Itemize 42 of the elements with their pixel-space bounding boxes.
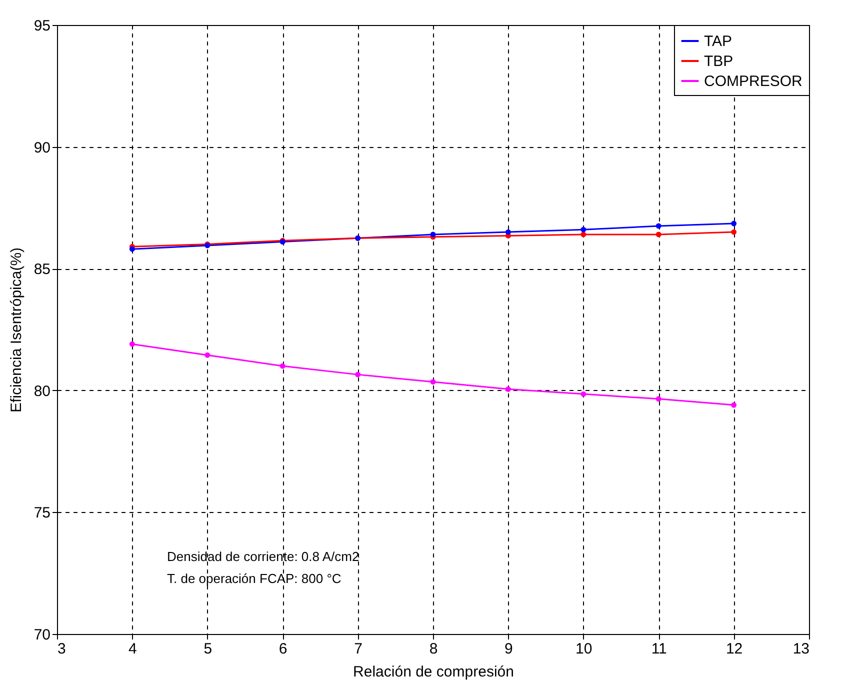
y-tick-label: 70	[34, 626, 50, 644]
x-tick-label: 3	[58, 640, 66, 658]
point	[430, 379, 436, 385]
x-tick-label: 12	[726, 640, 743, 658]
legend-label: TAP	[704, 33, 732, 50]
point	[280, 363, 286, 369]
point	[731, 220, 737, 226]
point	[505, 229, 511, 235]
point	[505, 386, 511, 392]
point	[355, 372, 361, 378]
y-axis-title: Eficiencia Isentrópica(%)	[8, 247, 25, 413]
point	[580, 226, 586, 232]
y-tick-label: 95	[34, 18, 50, 34]
x-tick-label: 13	[792, 640, 810, 658]
x-tick-label: 4	[128, 640, 137, 658]
x-tick-label: 6	[278, 640, 288, 658]
y-tick-label: 85	[34, 261, 50, 278]
y-tick-label: 75	[34, 504, 50, 522]
y-tick-label: 90	[34, 139, 50, 156]
point	[129, 246, 135, 252]
legend-label: TBP	[704, 53, 734, 70]
x-tick-label: 7	[354, 640, 362, 658]
point	[656, 396, 662, 402]
x-tick-label: 11	[651, 640, 667, 658]
y-tick-label: 80	[34, 382, 50, 400]
point	[731, 229, 737, 235]
point	[129, 341, 135, 347]
x-tick-label: 9	[504, 640, 513, 658]
point	[731, 402, 737, 408]
point	[656, 223, 662, 229]
point	[430, 232, 436, 238]
x-axis-title: Relación de compresión	[353, 664, 514, 680]
annotation: T. de operación FCAP: 800 °C	[167, 571, 342, 586]
x-tick-label: 5	[204, 640, 212, 658]
x-tick-label: 10	[576, 640, 592, 658]
annotation: Densidad de corriente: 0.8 A/cm2	[167, 549, 360, 564]
x-tick-label: 8	[429, 640, 438, 658]
legend-label: COMPRESOR	[704, 73, 803, 90]
point	[580, 232, 586, 238]
point	[656, 232, 662, 238]
point	[204, 352, 210, 358]
point	[580, 391, 586, 397]
